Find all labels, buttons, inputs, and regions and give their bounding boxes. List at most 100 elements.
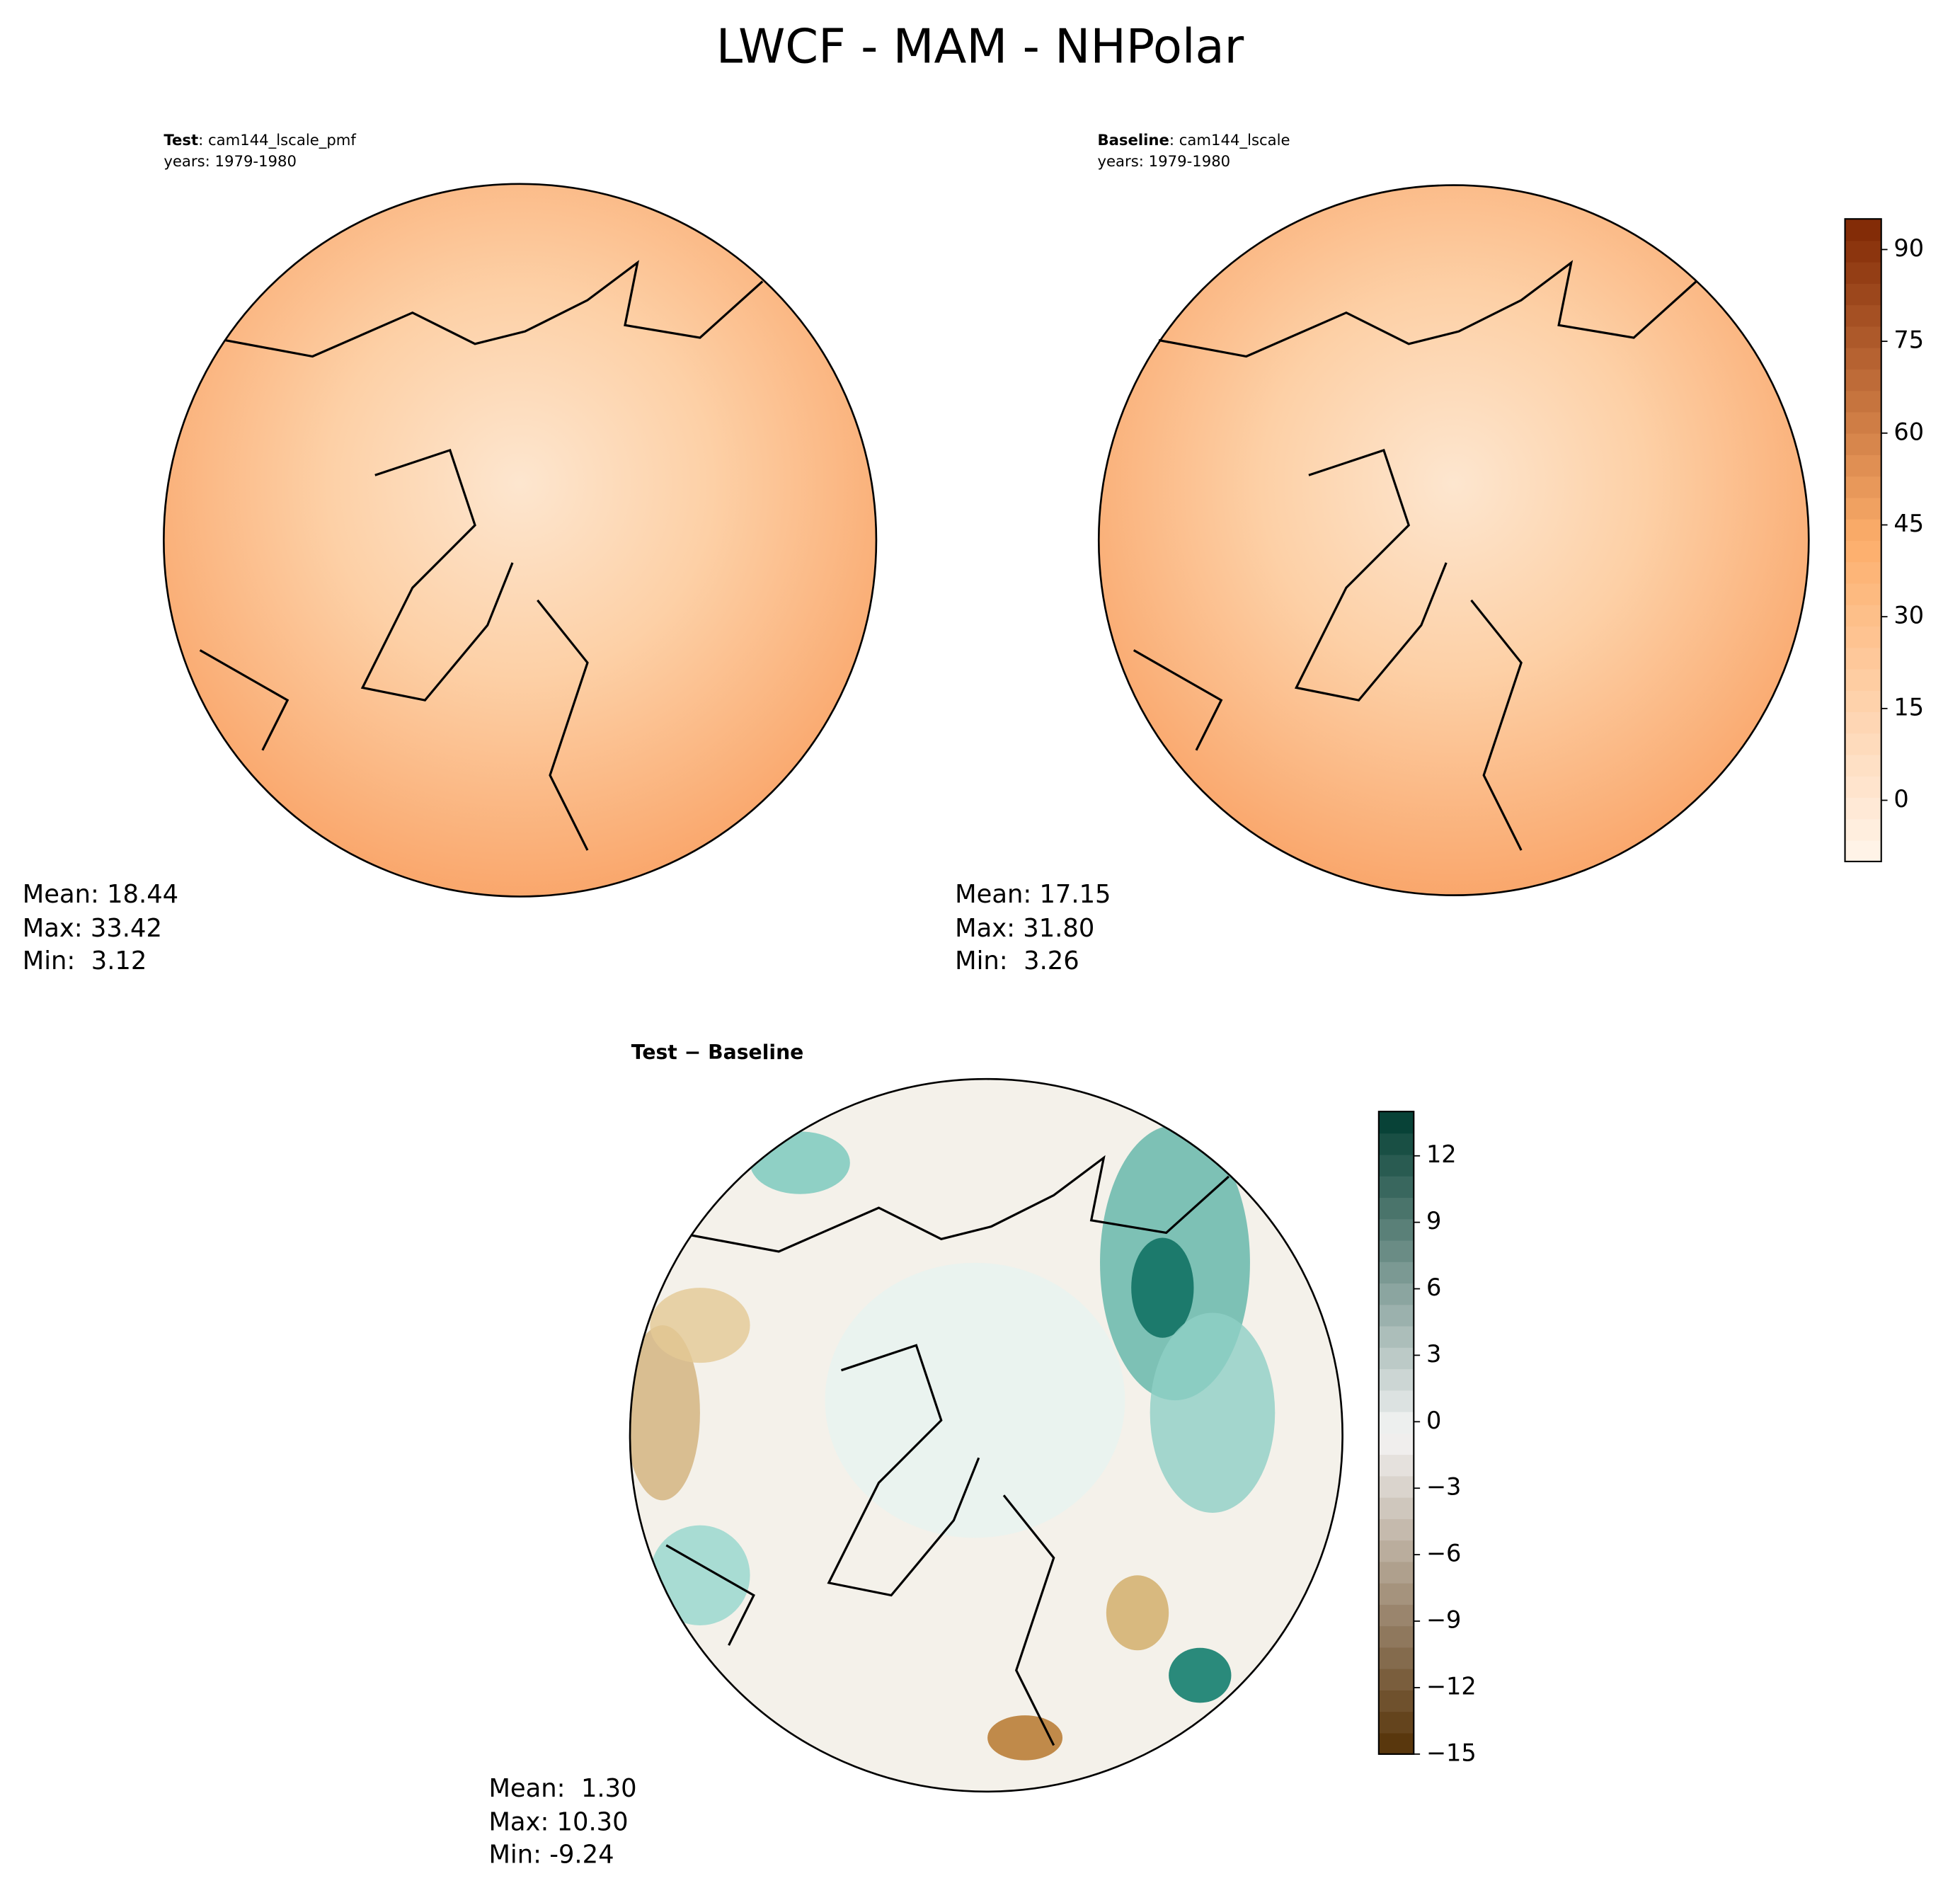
colorbar-segment bbox=[1845, 326, 1881, 348]
colorbar-segment bbox=[1845, 775, 1881, 799]
colorbar-segment bbox=[1845, 304, 1881, 327]
colorbar-segment bbox=[1378, 1432, 1414, 1455]
colorbar-segment bbox=[1845, 518, 1881, 541]
colorbar-segment bbox=[1845, 369, 1881, 391]
colorbar-segment bbox=[1378, 1368, 1414, 1391]
colorbar-segment bbox=[1845, 733, 1881, 755]
colorbar-segment bbox=[1378, 1325, 1414, 1348]
panel-label: Baseline bbox=[1097, 131, 1169, 149]
coastline bbox=[1133, 260, 1697, 851]
colorbar-segment bbox=[1378, 1111, 1414, 1134]
colorbar-segment bbox=[1378, 1711, 1414, 1734]
stat: Max: 10.30 bbox=[488, 1808, 628, 1837]
colorbar-segment bbox=[1845, 476, 1881, 498]
map-border bbox=[629, 1077, 1343, 1793]
stat: Max: 31.80 bbox=[955, 914, 1094, 943]
colorbar-segment bbox=[1378, 1690, 1414, 1712]
colorbar-segment bbox=[1845, 818, 1881, 841]
tick-label: 15 bbox=[1893, 693, 1924, 721]
panel-label: Test − Baseline bbox=[631, 1041, 804, 1064]
colorbar-segment bbox=[1378, 1625, 1414, 1648]
tick-label: 0 bbox=[1426, 1407, 1441, 1434]
tick-label: 0 bbox=[1893, 785, 1908, 813]
colorbar-segment bbox=[1378, 1647, 1414, 1669]
tick-label: −3 bbox=[1426, 1473, 1461, 1501]
colorbar-segment bbox=[1378, 1154, 1414, 1177]
colorbar-segment bbox=[1845, 540, 1881, 563]
colorbar-segment bbox=[1378, 1304, 1414, 1327]
tick-label: 75 bbox=[1893, 326, 1924, 354]
colorbar-segment bbox=[1378, 1218, 1414, 1241]
colorbar-segment bbox=[1378, 1454, 1414, 1477]
colorbar-segment bbox=[1378, 1475, 1414, 1498]
panel-case: : cam144_lscale_pmf bbox=[198, 131, 356, 149]
colorbar-segment bbox=[1378, 1668, 1414, 1690]
colorbar-segment bbox=[1845, 583, 1881, 605]
colorbar-segment bbox=[1378, 1133, 1414, 1155]
colorbar-segment bbox=[1378, 1540, 1414, 1562]
panel-label: Test bbox=[164, 131, 198, 149]
stat: Mean: 18.44 bbox=[23, 880, 178, 909]
map-test bbox=[163, 183, 878, 898]
colorbar-segment bbox=[1845, 411, 1881, 434]
colorbar-segment bbox=[1845, 711, 1881, 734]
panel-header: Baseline: cam144_lscale bbox=[1097, 131, 1290, 149]
stat: Mean: 17.15 bbox=[955, 880, 1111, 909]
colorbar-segment bbox=[1378, 1604, 1414, 1627]
tick-label: −12 bbox=[1426, 1672, 1477, 1700]
tick-label: −15 bbox=[1426, 1739, 1477, 1766]
tick-label: 60 bbox=[1893, 418, 1924, 445]
tick-label: −9 bbox=[1426, 1606, 1461, 1634]
figure-title: LWCF - MAM - NHPolar bbox=[716, 19, 1244, 74]
coastline bbox=[199, 260, 764, 851]
coastline bbox=[665, 1155, 1230, 1746]
colorbar-segment bbox=[1845, 219, 1881, 241]
colorbar-segment bbox=[1845, 347, 1881, 370]
colorbar-segment bbox=[1378, 1390, 1414, 1412]
colorbar-segment bbox=[1845, 626, 1881, 648]
colorbar-segment bbox=[1378, 1732, 1414, 1755]
tick-label: 6 bbox=[1426, 1274, 1441, 1301]
colorbar-segment bbox=[1378, 1582, 1414, 1605]
colorbar-segment bbox=[1845, 454, 1881, 477]
colorbar-frame bbox=[1844, 218, 1882, 863]
colorbar-segment bbox=[1378, 1497, 1414, 1519]
tick-label: −6 bbox=[1426, 1540, 1461, 1567]
stat: Min: 3.12 bbox=[23, 946, 147, 976]
colorbar-segment bbox=[1845, 433, 1881, 455]
stat: Max: 33.42 bbox=[23, 914, 162, 943]
tick-label: 12 bbox=[1426, 1140, 1457, 1168]
colorbar-segment bbox=[1845, 754, 1881, 777]
diff-field bbox=[630, 1125, 1276, 1761]
colorbar-segment bbox=[1378, 1518, 1414, 1541]
colorbar-segment bbox=[1378, 1561, 1414, 1584]
panel-header: Test: cam144_lscale_pmf bbox=[164, 131, 356, 149]
tick-label: 30 bbox=[1893, 602, 1924, 629]
colorbar-segment bbox=[1845, 840, 1881, 862]
tick-label: 3 bbox=[1426, 1340, 1441, 1368]
colorbar-segment bbox=[1845, 690, 1881, 713]
colorbar-segment bbox=[1845, 497, 1881, 520]
panel-case: : cam144_lscale bbox=[1169, 131, 1290, 149]
colorbar-segment bbox=[1845, 647, 1881, 670]
colorbar-segment bbox=[1378, 1240, 1414, 1262]
colorbar-segment bbox=[1845, 561, 1881, 584]
colorbar-frame bbox=[1377, 1111, 1415, 1755]
stat: Min: 3.26 bbox=[955, 946, 1079, 976]
colorbar-segment bbox=[1378, 1261, 1414, 1284]
colorbar-segment bbox=[1378, 1175, 1414, 1198]
map-baseline bbox=[1097, 184, 1810, 896]
colorbar-segment bbox=[1845, 390, 1881, 413]
colorbar-segment bbox=[1378, 1411, 1414, 1434]
colorbar-segment bbox=[1378, 1197, 1414, 1220]
panel-years: years: 1979-1980 bbox=[164, 152, 297, 170]
colorbar-segment bbox=[1845, 261, 1881, 284]
colorbar-segment bbox=[1845, 604, 1881, 627]
panel-years: years: 1979-1980 bbox=[1097, 152, 1230, 170]
tick-label: 90 bbox=[1893, 234, 1924, 262]
colorbar-segment bbox=[1378, 1283, 1414, 1305]
tick-label: 9 bbox=[1426, 1207, 1441, 1235]
colorbar-segment bbox=[1845, 240, 1881, 263]
stat: Min: -9.24 bbox=[488, 1840, 614, 1869]
